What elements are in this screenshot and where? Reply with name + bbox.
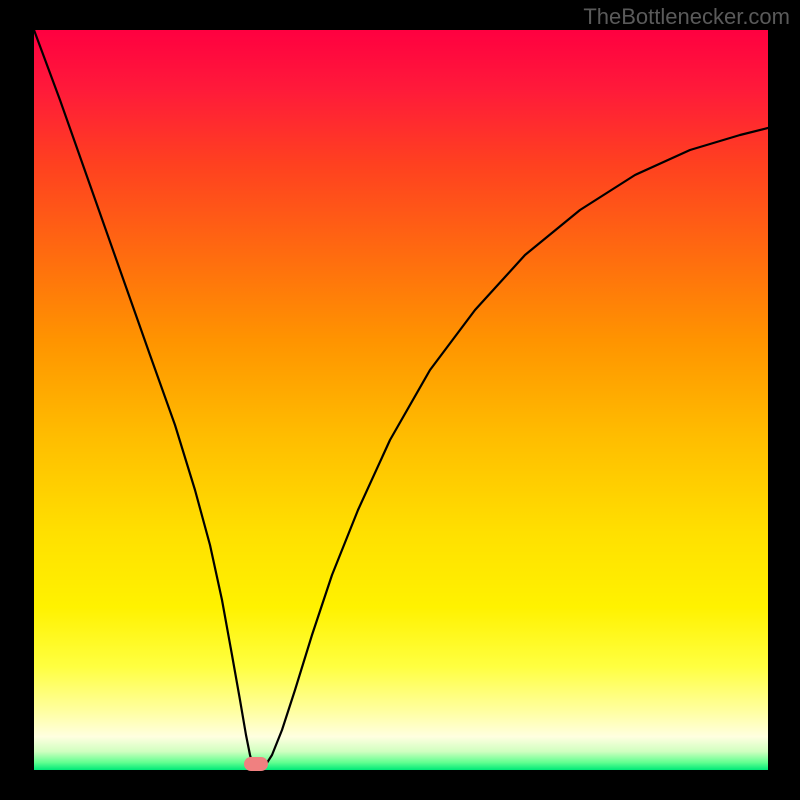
- bottleneck-curve: [34, 30, 768, 769]
- border-bottom: [0, 770, 800, 800]
- border-right: [768, 0, 800, 800]
- plot-area: [34, 30, 768, 770]
- border-left: [0, 0, 34, 800]
- chart-container: TheBottlenecker.com: [0, 0, 800, 800]
- watermark-text: TheBottlenecker.com: [583, 4, 790, 30]
- min-marker: [244, 757, 268, 771]
- curve-svg: [34, 30, 768, 770]
